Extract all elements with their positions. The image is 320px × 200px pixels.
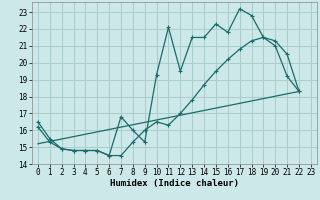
X-axis label: Humidex (Indice chaleur): Humidex (Indice chaleur) (110, 179, 239, 188)
